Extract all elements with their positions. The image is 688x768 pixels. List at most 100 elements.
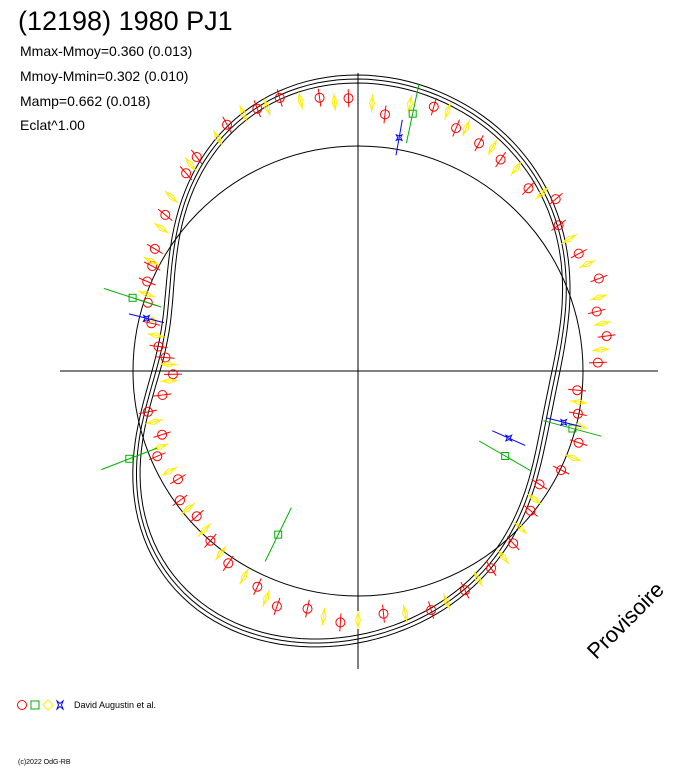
data-point-diamond — [153, 222, 169, 234]
data-point-circle — [170, 474, 186, 485]
data-point-diamond — [535, 186, 549, 200]
data-point-diamond — [184, 156, 197, 172]
data-point-diamond — [462, 119, 471, 137]
data-point-diamond — [578, 259, 596, 269]
data-point-diamond — [402, 604, 409, 623]
data-point-circle — [597, 331, 616, 342]
data-point-circle — [568, 385, 587, 396]
data-point-circle — [548, 192, 563, 206]
data-point-diamond — [444, 102, 451, 120]
data-point-diamond — [487, 139, 498, 156]
legend-symbols — [17, 699, 65, 711]
copyright-notice: (c)2022 OdG-RB — [18, 759, 71, 766]
data-point-circle — [143, 261, 161, 272]
data-point-diamond — [497, 549, 510, 565]
data-point-circle — [172, 494, 188, 507]
data-point-circle — [163, 369, 183, 380]
data-point-diamond — [197, 523, 212, 537]
data-point-diamond — [159, 361, 178, 368]
data-point-diamond — [143, 256, 160, 266]
data-point-circle — [474, 135, 485, 152]
legend-observer-label: David Augustin et al. — [74, 700, 157, 710]
legend-circle-icon — [17, 700, 27, 710]
data-point-circle — [343, 89, 354, 108]
data-point-diamond — [513, 521, 528, 535]
data-point-circle — [587, 306, 606, 317]
data-point-diamond — [160, 377, 179, 384]
data-point-circle — [590, 273, 608, 284]
data-point-circle — [380, 105, 390, 124]
data-point-diamond — [593, 320, 612, 327]
data-point-circle — [570, 248, 587, 259]
data-point-square — [103, 288, 162, 308]
legend-square-icon — [30, 700, 40, 710]
data-point-diamond — [354, 611, 362, 629]
data-point-circle — [190, 149, 203, 165]
data-point-circle — [153, 429, 171, 440]
data-point-diamond — [331, 93, 338, 112]
data-point-square — [405, 84, 420, 144]
data-point-diamond — [263, 98, 271, 116]
data-point-diamond — [564, 454, 582, 462]
data-point-circle — [138, 276, 156, 287]
data-point-square — [101, 447, 158, 471]
data-point-square — [543, 420, 602, 437]
data-point-diamond — [262, 589, 271, 607]
stat-mamp: Mamp=0.662 (0.018) — [20, 93, 151, 109]
data-point-circle — [378, 604, 389, 623]
data-point-circle — [149, 341, 168, 352]
data-point-circle — [485, 560, 497, 577]
data-point-square — [478, 440, 532, 472]
data-point-circle — [252, 100, 263, 118]
data-point-circle — [142, 318, 161, 329]
data-point-circle — [460, 581, 470, 599]
data-point-circle — [568, 408, 587, 419]
data-point-circle — [189, 509, 204, 523]
data-point-circle — [495, 151, 507, 168]
data-point-circle — [314, 88, 325, 107]
data-point-diamond — [239, 104, 248, 122]
data-point-circle — [148, 451, 166, 462]
data-point-diamond — [569, 399, 588, 406]
data-point-circle — [569, 437, 588, 448]
legend-diamond-icon — [42, 699, 54, 711]
data-point-diamond — [320, 607, 327, 626]
data-point-circle — [428, 97, 439, 116]
data-point-circle — [252, 578, 263, 596]
fit-curve-band — [139, 82, 564, 640]
data-point-circle — [146, 243, 163, 255]
data-point-circle — [588, 357, 607, 368]
chart-title: (12198) 1980 PJ1 — [18, 6, 233, 36]
data-point-diamond — [442, 593, 451, 611]
data-point-circle — [335, 613, 346, 632]
data-point-circle — [531, 479, 548, 490]
data-point-square — [264, 507, 292, 562]
data-point-diamond — [561, 233, 578, 245]
data-point-diamond — [214, 545, 227, 561]
data-point-circle — [271, 597, 282, 616]
reference-circle — [132, 145, 584, 597]
data-point-star — [492, 430, 526, 446]
data-point-circle — [426, 601, 437, 619]
data-point-circle — [139, 406, 157, 417]
data-point-diamond — [145, 418, 164, 425]
data-point-diamond — [526, 493, 542, 505]
data-point-circle — [551, 219, 567, 231]
stat-mmoy-mmin: Mmoy-Mmin=0.302 (0.010) — [20, 68, 189, 84]
data-point-star — [546, 417, 582, 428]
data-point-circle — [302, 599, 313, 618]
data-point-circle — [222, 555, 234, 572]
data-point-circle — [523, 504, 538, 517]
observation-points — [101, 84, 616, 632]
data-point-diamond — [164, 190, 179, 204]
data-point-circle — [204, 533, 217, 548]
data-point-diamond — [368, 94, 376, 113]
data-point-circle — [153, 390, 172, 400]
data-point-diamond — [180, 502, 196, 515]
data-point-circle — [552, 465, 570, 476]
data-point-circle — [156, 352, 175, 363]
data-point-diamond — [160, 466, 178, 477]
data-point-star — [395, 119, 404, 156]
data-point-diamond — [212, 129, 223, 146]
